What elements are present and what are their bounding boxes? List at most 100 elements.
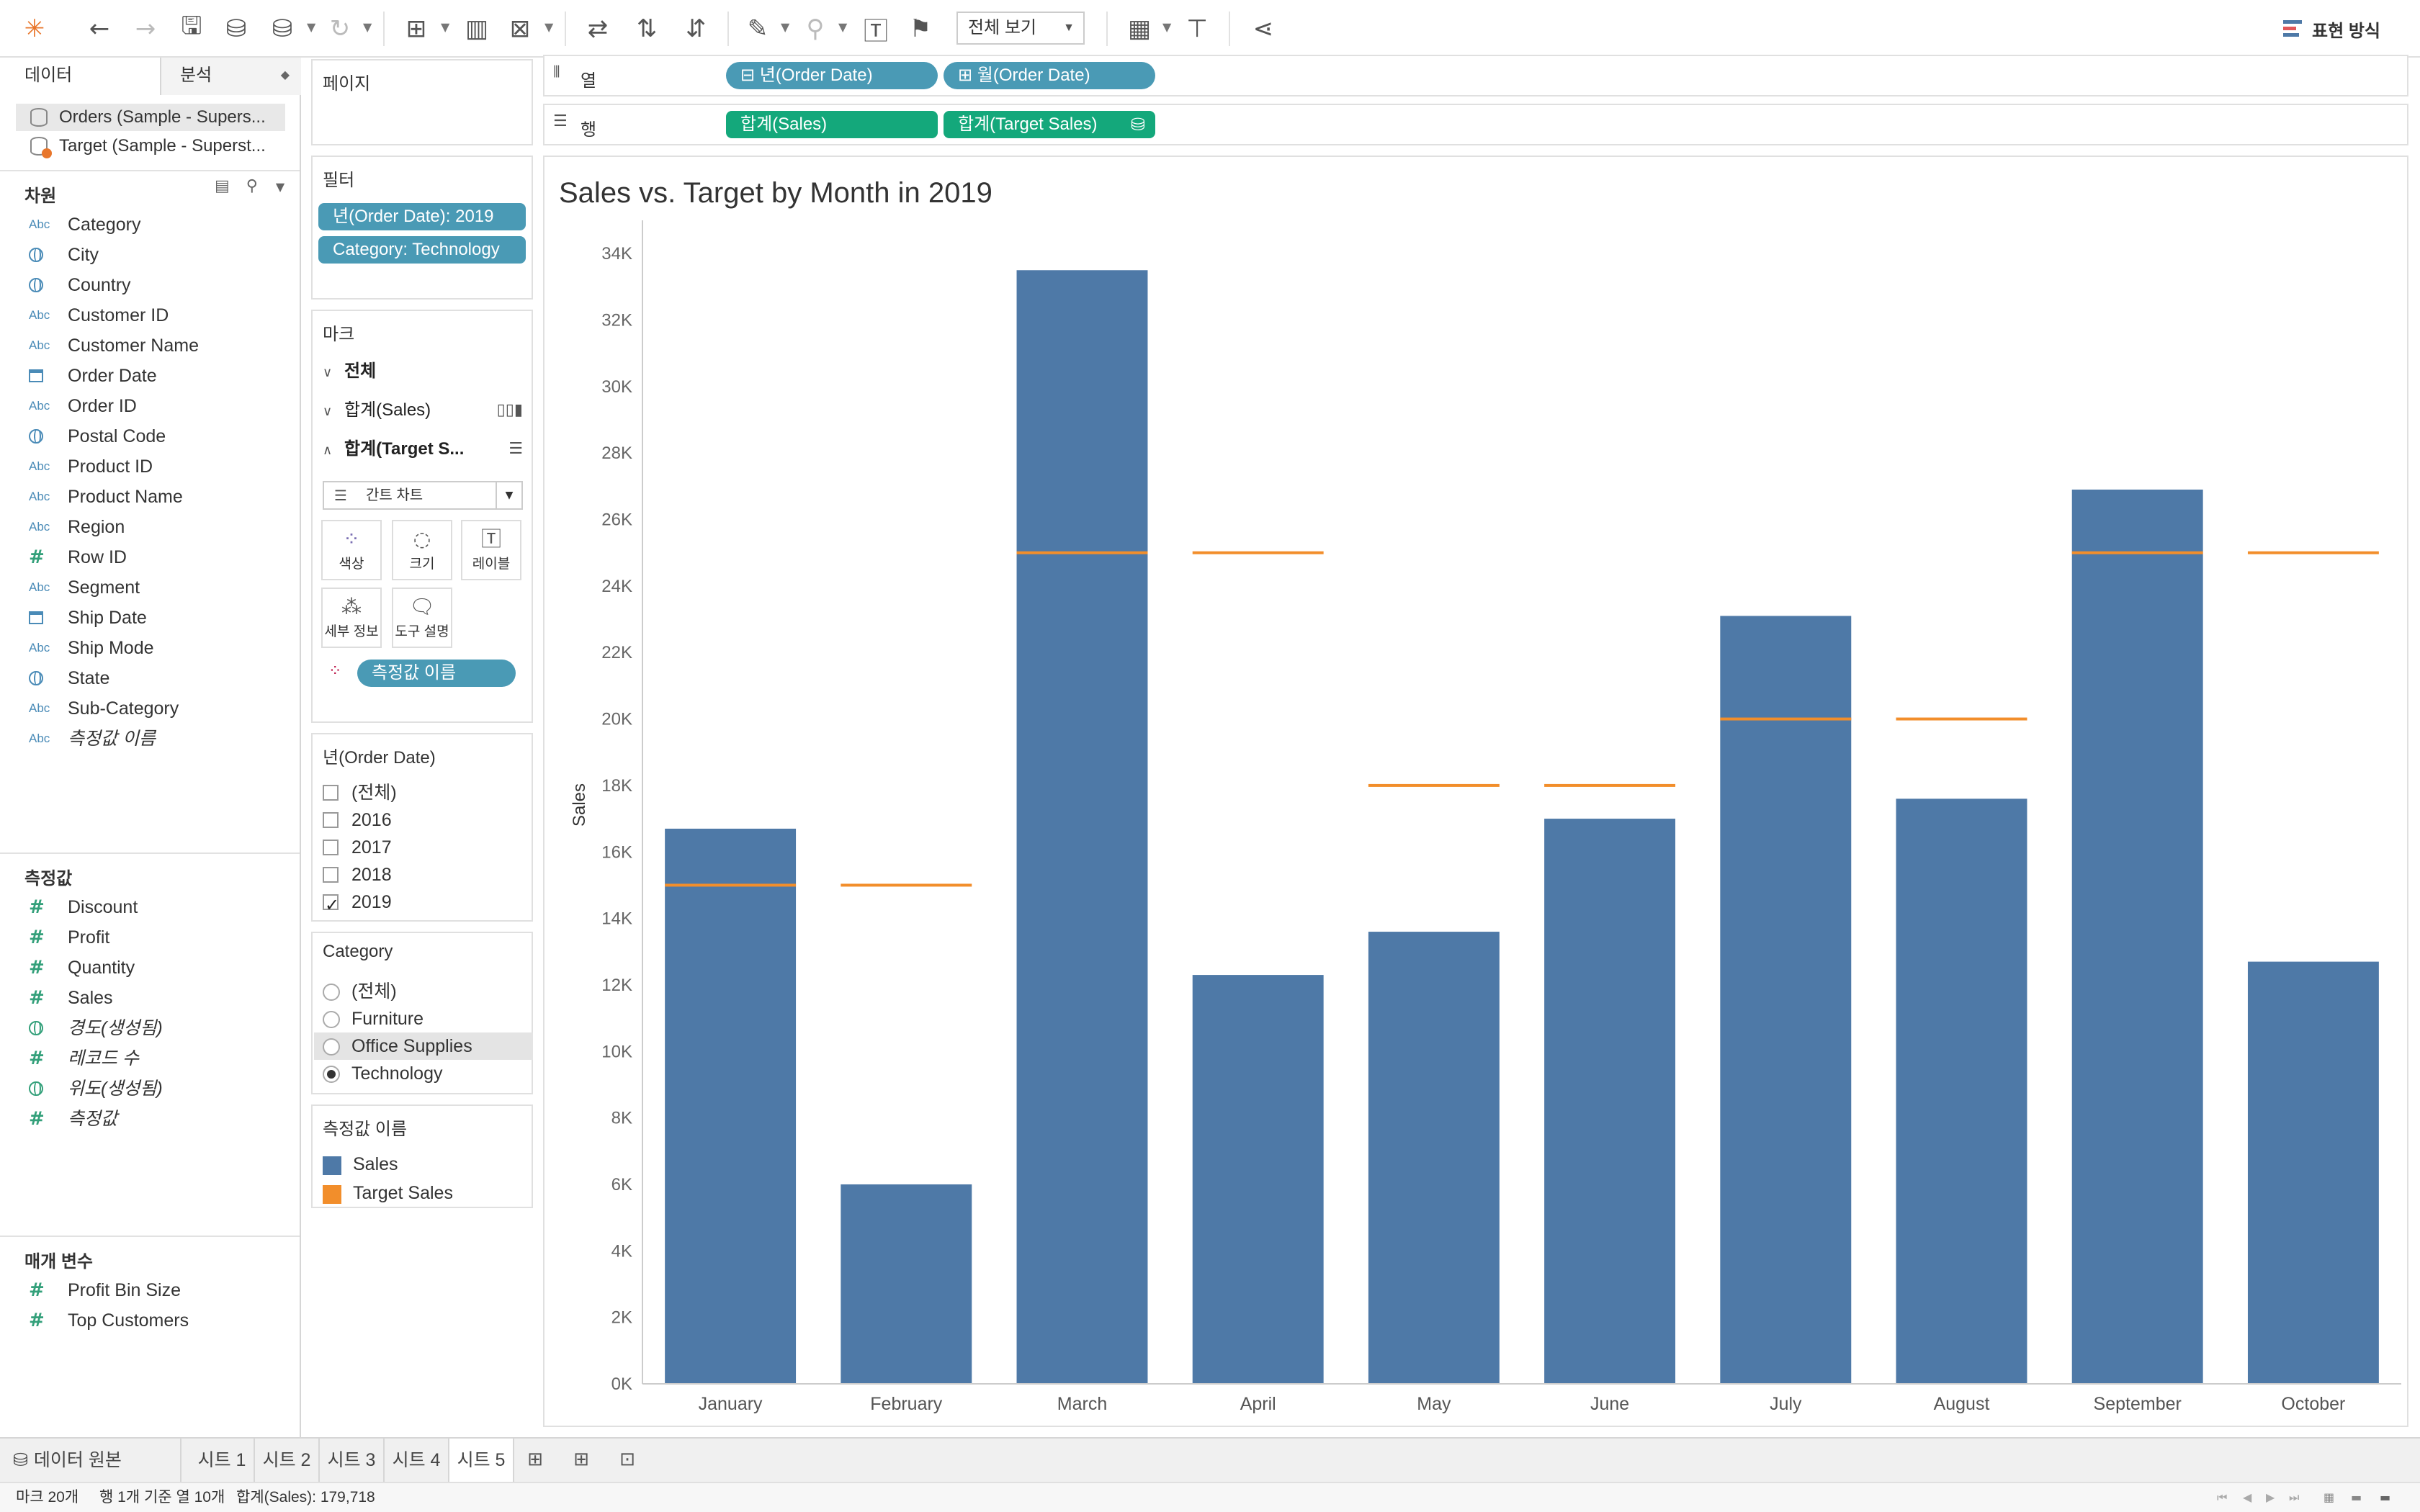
- category-filter-option[interactable]: Office Supplies: [314, 1032, 533, 1060]
- label-button[interactable]: 🅃 레이블: [461, 520, 521, 580]
- color-pill-measure-names[interactable]: 측정값 이름: [357, 660, 516, 687]
- new-worksheet-icon[interactable]: ⊞: [405, 14, 427, 43]
- refresh-icon[interactable]: ↻: [329, 14, 351, 43]
- bar-sales[interactable]: [1896, 798, 2027, 1384]
- data-dropdown-caret-icon[interactable]: ▼: [307, 20, 316, 34]
- target-mark[interactable]: [1016, 551, 1148, 554]
- marks-row-sales[interactable]: ∨ 합계(Sales) ▯▯▮: [323, 396, 523, 425]
- new-dashboard-icon[interactable]: ⊞: [573, 1449, 589, 1470]
- checkbox[interactable]: [323, 840, 339, 855]
- mark-type-select[interactable]: ☰ 간트 차트 ▼: [323, 481, 523, 510]
- tableau-logo-icon[interactable]: ✳: [24, 14, 45, 43]
- sheet-tab[interactable]: 시트 5: [449, 1439, 514, 1482]
- duplicate-sheet-icon[interactable]: ▥: [465, 14, 489, 43]
- data-source-tab[interactable]: ⛁ 데이터 원본: [0, 1439, 182, 1482]
- checkbox[interactable]: [323, 812, 339, 828]
- sort-descending-icon[interactable]: ⇵: [685, 14, 707, 43]
- last-sheet-icon[interactable]: ⏭: [2289, 1490, 2300, 1504]
- target-mark[interactable]: [1896, 717, 2027, 721]
- bar-sales[interactable]: [2247, 961, 2379, 1384]
- first-sheet-icon[interactable]: ⏮: [2217, 1490, 2228, 1504]
- data-source-orders[interactable]: Orders (Sample - Supers...: [16, 104, 285, 131]
- new-worksheet-caret-icon[interactable]: ▼: [441, 20, 450, 34]
- color-button[interactable]: ⁘ 색상: [321, 520, 382, 580]
- bar-sales[interactable]: [1192, 975, 1324, 1384]
- next-sheet-icon[interactable]: ▶: [2266, 1490, 2275, 1504]
- bar-sales[interactable]: [841, 1184, 972, 1384]
- tooltip-button[interactable]: 🗨 도구 설명: [392, 588, 452, 648]
- target-mark[interactable]: [1544, 783, 1676, 787]
- radio-button[interactable]: [323, 1066, 340, 1083]
- pause-updates-icon[interactable]: ⛁: [272, 14, 293, 43]
- pages-card[interactable]: 페이지: [311, 59, 533, 145]
- target-mark[interactable]: [665, 883, 797, 887]
- sheet-tab[interactable]: 시트 3: [320, 1439, 385, 1482]
- rows-shelf[interactable]: ☰ 행 합계(Sales) 합계(Target Sales) ⛁: [543, 104, 2408, 145]
- search-icon[interactable]: ⚲: [246, 177, 258, 195]
- new-data-source-icon[interactable]: ⛁: [225, 14, 247, 43]
- new-worksheet-icon[interactable]: ⊞: [527, 1449, 543, 1470]
- rows-pill-sales[interactable]: 합계(Sales): [726, 111, 938, 138]
- target-mark[interactable]: [841, 883, 972, 887]
- target-mark[interactable]: [1368, 783, 1500, 787]
- data-source-target[interactable]: Target (Sample - Superst...: [16, 132, 285, 160]
- columns-pill-month[interactable]: ⊞ 월(Order Date): [944, 62, 1155, 89]
- bar-sales[interactable]: [1016, 270, 1148, 1385]
- save-icon[interactable]: 🖫: [181, 11, 202, 40]
- show-cards-caret-icon[interactable]: ▼: [1162, 20, 1172, 34]
- marks-row-target[interactable]: ∧ 합계(Target S... ☰: [323, 435, 523, 464]
- bar-sales[interactable]: [2071, 489, 2203, 1385]
- checkbox[interactable]: [323, 867, 339, 883]
- sheet-tab[interactable]: 시트 2: [255, 1439, 320, 1482]
- marks-row-all[interactable]: ∨ 전체: [323, 357, 376, 386]
- show-cards-icon[interactable]: ▦: [1127, 14, 1152, 43]
- sheet-tab[interactable]: 시트 1: [190, 1439, 255, 1482]
- tab-analysis[interactable]: 분석 ◆: [160, 58, 301, 95]
- tab-data[interactable]: 데이터: [0, 58, 160, 95]
- presentation-mode-icon[interactable]: ⊤: [1186, 14, 1208, 43]
- target-mark[interactable]: [1720, 717, 1852, 721]
- columns-shelf[interactable]: ⦀ 열 ⊟ 년(Order Date) ⊞ 월(Order Date): [543, 55, 2408, 96]
- undo-icon[interactable]: ←: [89, 14, 110, 43]
- checkbox[interactable]: [323, 891, 339, 919]
- show-mark-labels-icon[interactable]: 🅃: [864, 17, 888, 46]
- radio-button[interactable]: [323, 984, 340, 1001]
- target-mark[interactable]: [2071, 551, 2203, 554]
- checkbox[interactable]: [323, 785, 339, 801]
- highlight-caret-icon[interactable]: ▼: [781, 20, 790, 34]
- target-mark[interactable]: [1192, 551, 1324, 554]
- highlight-icon[interactable]: ✎: [747, 14, 768, 43]
- detail-button[interactable]: ⁂ 세부 정보: [321, 588, 382, 648]
- filter-pill-category[interactable]: Category: Technology: [318, 236, 526, 264]
- show-tabs-icon[interactable]: ▬: [2380, 1490, 2391, 1504]
- group-members-icon[interactable]: ⚲: [806, 14, 825, 43]
- rows-pill-target-sales[interactable]: 합계(Target Sales) ⛁: [944, 111, 1155, 138]
- previous-sheet-icon[interactable]: ◀: [2243, 1490, 2252, 1504]
- columns-pill-year[interactable]: ⊟ 년(Order Date): [726, 62, 938, 89]
- refresh-caret-icon[interactable]: ▼: [363, 20, 372, 34]
- target-mark[interactable]: [2247, 551, 2379, 554]
- bar-sales[interactable]: [665, 828, 797, 1384]
- chevron-down-icon[interactable]: ▼: [275, 180, 285, 194]
- new-story-icon[interactable]: ⊡: [619, 1449, 635, 1470]
- radio-button[interactable]: [323, 1038, 340, 1056]
- sheet-tab[interactable]: 시트 4: [385, 1439, 449, 1482]
- redo-icon[interactable]: →: [135, 14, 156, 43]
- share-icon[interactable]: ⋖: [1252, 14, 1274, 43]
- radio-button[interactable]: [323, 1011, 340, 1028]
- swap-rows-columns-icon[interactable]: ⇄: [587, 14, 609, 43]
- clear-caret-icon[interactable]: ▼: [544, 20, 554, 34]
- bar-sales[interactable]: [1720, 616, 1852, 1385]
- group-caret-icon[interactable]: ▼: [838, 20, 848, 34]
- show-sheet-sorter-icon[interactable]: ▦: [2323, 1490, 2335, 1504]
- bar-sales[interactable]: [1544, 819, 1676, 1384]
- filter-pill-year[interactable]: 년(Order Date): 2019: [318, 203, 526, 230]
- view-list-icon[interactable]: ▤: [215, 177, 230, 195]
- bar-sales[interactable]: [1368, 932, 1500, 1384]
- clear-sheet-icon[interactable]: ⊠: [509, 14, 531, 43]
- fix-axes-icon[interactable]: ⚑: [909, 14, 932, 43]
- show-me-button[interactable]: 표현 방식: [2283, 14, 2380, 43]
- size-button[interactable]: ◌ 크기: [392, 520, 452, 580]
- sort-ascending-icon[interactable]: ⇅: [636, 14, 658, 43]
- fit-select[interactable]: 전체 보기 ▼: [956, 12, 1085, 45]
